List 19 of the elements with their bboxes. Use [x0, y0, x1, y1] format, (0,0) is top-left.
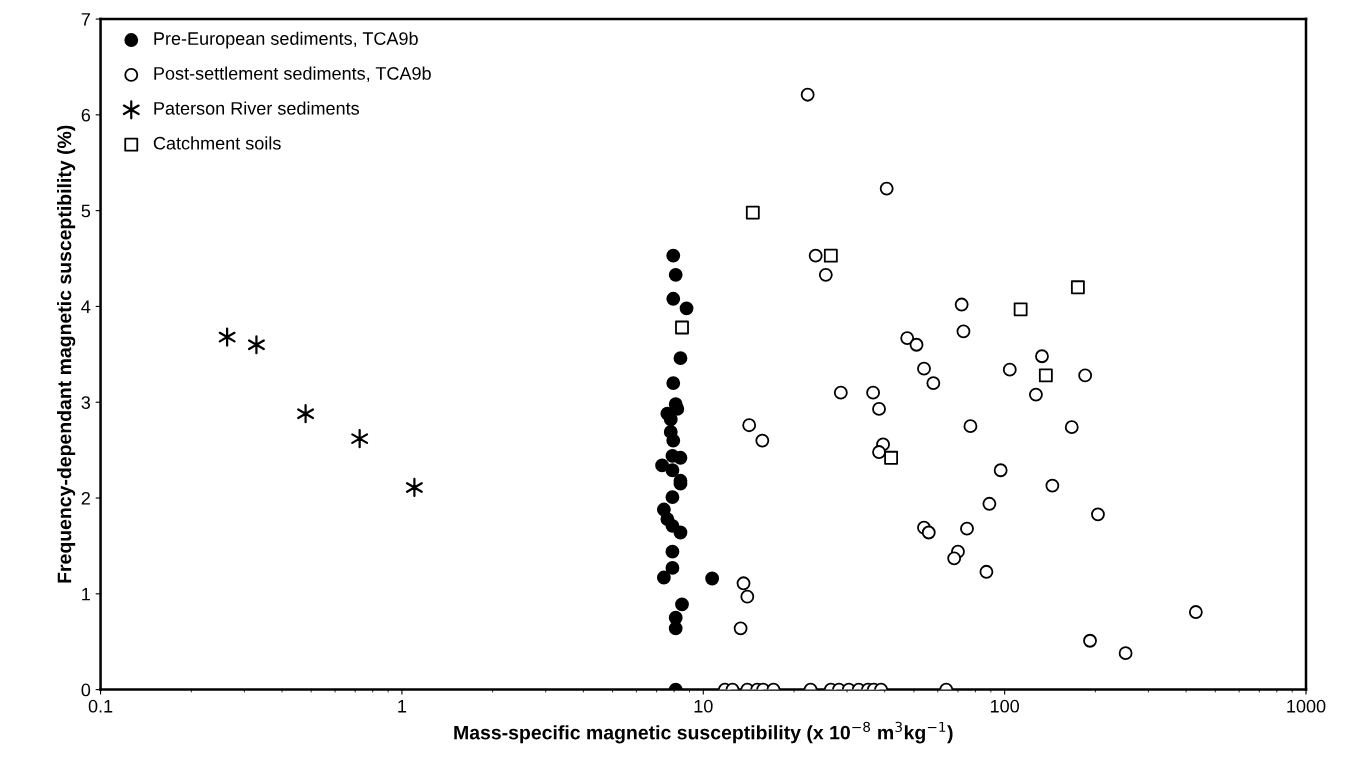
y-tick-label: 6 — [81, 108, 91, 122]
y-tick-label: 7 — [81, 13, 90, 26]
y-tick-label: 3 — [81, 396, 91, 409]
x-tick-label: 0.1 — [88, 699, 113, 713]
x-tick-label: 100 — [990, 699, 1019, 713]
y-tick-label: 5 — [81, 204, 91, 218]
legend-label: Pre-European sediments, TCA9b — [154, 31, 418, 49]
legend-label: Post-settlement sediments, TCA9b — [154, 66, 431, 82]
y-axis-title: Frequency-dependant magnetic susceptibility (%) — [57, 125, 76, 583]
x-tick-label: 10 — [694, 699, 713, 713]
x-tick-label: 1000 — [1287, 699, 1326, 713]
x-tick-label: 1 — [398, 700, 407, 713]
y-tick-label: 4 — [81, 300, 91, 313]
x-axis-title: Mass-specific magnetic susceptibility (x 10$^{−8}$ m$^{3}$kg$^{−1}$) — [454, 721, 953, 744]
y-tick-label: 0 — [81, 683, 91, 697]
legend-label: Catchment soils — [153, 136, 281, 150]
y-tick-label: 2 — [81, 491, 90, 505]
legend-label: Paterson River sediments — [154, 101, 359, 115]
y-tick-label: 1 — [82, 587, 90, 601]
